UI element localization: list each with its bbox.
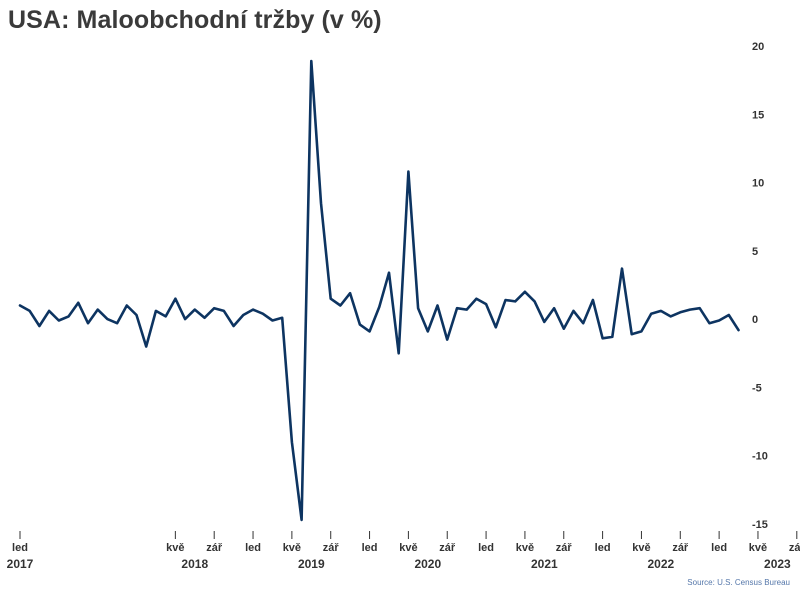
x-tick-label: kvě xyxy=(516,542,534,554)
x-tick-label: zář xyxy=(672,542,689,554)
y-axis: 20 15 10 5 0 -5 -10 -15 xyxy=(752,41,768,531)
series-line xyxy=(18,59,740,522)
y-tick-label: -5 xyxy=(752,382,762,394)
x-tick-label: zář xyxy=(439,542,456,554)
x-year-label: 2020 xyxy=(414,557,441,571)
x-tick-label: kvě xyxy=(166,542,184,554)
y-tick-label: 15 xyxy=(752,109,764,121)
x-tick-label: led xyxy=(595,542,611,554)
y-tick-label: 5 xyxy=(752,246,758,258)
x-tick-label: led xyxy=(12,542,28,554)
x-year-label: 2023 xyxy=(764,557,791,571)
x-tick-label: led xyxy=(478,542,494,554)
chart-title: USA: Maloobchodní tržby (v %) xyxy=(8,6,382,34)
y-tick-label: 10 xyxy=(752,178,764,190)
x-tick-label: led xyxy=(711,542,727,554)
x-tick-label: led xyxy=(245,542,261,554)
y-tick-label: -10 xyxy=(752,451,768,463)
x-tick-label: kvě xyxy=(399,542,417,554)
x-year-label: 2022 xyxy=(648,557,675,571)
x-year-label: 2019 xyxy=(298,557,325,571)
x-tick-label: kvě xyxy=(632,542,650,554)
y-tick-label: 0 xyxy=(752,314,758,326)
series-group xyxy=(18,59,740,522)
x-tick-label: kvě xyxy=(749,542,767,554)
x-tick-label: zář xyxy=(206,542,223,554)
x-axis: led kvě zář led kvě zář led kvě zář led kvě zář led k… xyxy=(7,531,800,571)
x-tick-label: led xyxy=(362,542,378,554)
x-year-label: 2021 xyxy=(531,557,558,571)
y-tick-label: -15 xyxy=(752,519,768,531)
x-tick-label: kvě xyxy=(283,542,301,554)
x-year-label: 2018 xyxy=(181,557,208,571)
y-tick-label: 20 xyxy=(752,41,764,53)
x-year-label: 2017 xyxy=(7,557,34,571)
x-tick-label: zář xyxy=(556,542,573,554)
x-tick-label: zář xyxy=(323,542,340,554)
x-tick-label: zář xyxy=(789,542,800,554)
source-note: Source: U.S. Census Bureau xyxy=(687,578,790,587)
